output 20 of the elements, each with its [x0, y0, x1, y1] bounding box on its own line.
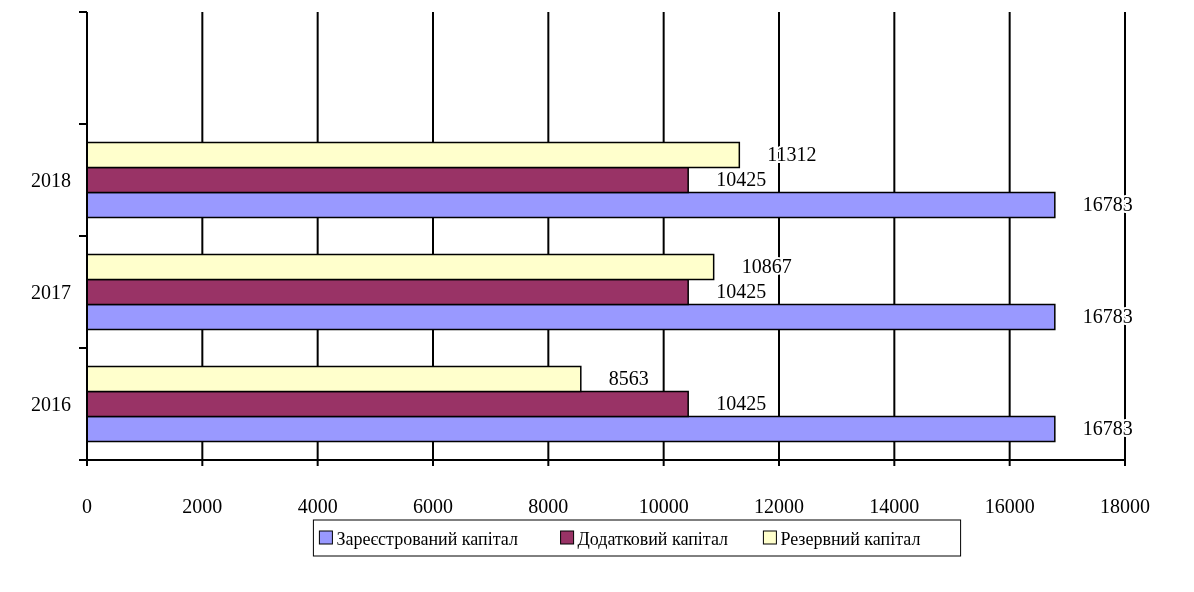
- x-tick-label: 4000: [297, 495, 338, 517]
- y-tick-label: 2018: [31, 169, 71, 191]
- x-tick-label: 2000: [182, 495, 223, 517]
- x-tick-label: 8000: [528, 495, 569, 517]
- x-tick-label: 16000: [984, 495, 1035, 517]
- x-tick-label: 10000: [638, 495, 689, 517]
- legend-label: Резервний капітал: [780, 529, 921, 549]
- data-label: 10425: [716, 168, 767, 190]
- x-tick-label: 6000: [413, 495, 453, 517]
- legend-label: Додатковий капітал: [577, 529, 729, 549]
- x-tick-label: 0: [82, 495, 92, 517]
- x-tick-label: 12000: [754, 495, 804, 517]
- y-tick-label: 2016: [31, 393, 71, 415]
- x-tick-label: 14000: [869, 495, 920, 517]
- y-tick-label: 2017: [31, 281, 71, 303]
- data-label: 10425: [716, 392, 767, 414]
- legend-label: Зареєстрований капітал: [336, 529, 518, 549]
- data-label: 8563: [608, 367, 649, 389]
- data-label: 10425: [716, 280, 767, 302]
- x-tick-label: 18000: [1100, 495, 1150, 517]
